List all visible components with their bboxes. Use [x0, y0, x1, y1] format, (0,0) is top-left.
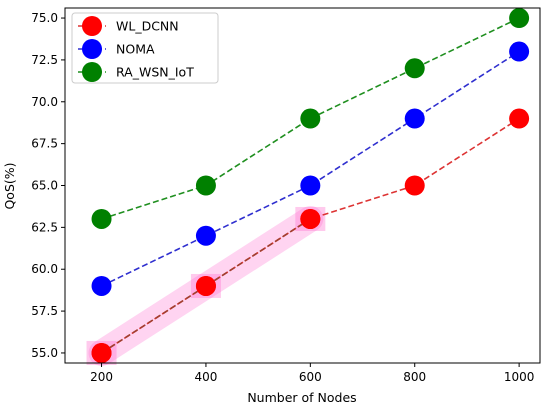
x-axis-label: Number of Nodes: [247, 390, 356, 405]
data-point-ra-wsn-iot: [91, 208, 112, 229]
legend-box: [71, 12, 219, 84]
data-point-wl-dcnn: [404, 175, 425, 196]
data-point-highlighted: [91, 342, 112, 363]
y-tick-label: 65.0: [31, 179, 58, 193]
y-tick-label: 67.5: [31, 137, 58, 151]
x-tick-label: 800: [403, 370, 426, 384]
legend-label: RA_WSN_IoT: [116, 65, 194, 80]
y-tick-label: 55.0: [31, 346, 58, 360]
series-line-ra-wsn-iot: [101, 17, 520, 220]
legend-label: WL_DCNN: [116, 19, 179, 34]
x-axis: 200 400 600 800 1000: [90, 363, 534, 384]
y-axis: 55.0 57.5 60.0 62.5 65.0 67.5 70.0 72.5 75.0: [31, 11, 65, 360]
y-tick-label: 72.5: [31, 53, 58, 67]
data-point-noma: [195, 225, 216, 246]
x-tick-label: 1000: [504, 370, 535, 384]
data-point-ra-wsn-iot: [195, 175, 216, 196]
y-tick-label: 62.5: [31, 220, 58, 234]
data-point-ra-wsn-iot: [404, 58, 425, 79]
data-point-noma: [300, 175, 321, 196]
y-tick-label: 70.0: [31, 95, 58, 109]
data-point-noma: [509, 41, 530, 62]
y-axis-label: QoS(%): [2, 162, 17, 209]
x-tick-label: 200: [90, 370, 113, 384]
data-point-noma: [404, 108, 425, 129]
legend: WL_DCNN NOMA RA_WSN_IoT: [71, 12, 219, 84]
y-tick-label: 75.0: [31, 11, 58, 25]
legend-label: NOMA: [116, 42, 155, 57]
highlight-segment: [213, 223, 303, 282]
data-point-noma: [91, 275, 112, 296]
highlight-segment: [109, 290, 198, 349]
legend-marker: [82, 16, 102, 36]
series-line-noma: [101, 50, 520, 287]
y-tick-label: 57.5: [31, 304, 58, 318]
legend-marker: [82, 39, 102, 59]
x-tick-label: 600: [299, 370, 322, 384]
legend-marker: [82, 62, 102, 82]
series-layer: [91, 8, 530, 363]
data-point-ra-wsn-iot: [300, 108, 321, 129]
data-point-highlighted: [300, 208, 321, 229]
data-point-ra-wsn-iot: [509, 8, 530, 29]
x-tick-label: 400: [194, 370, 217, 384]
data-point-highlighted: [195, 275, 216, 296]
data-point-wl-dcnn: [509, 108, 530, 129]
y-tick-label: 60.0: [31, 262, 58, 276]
